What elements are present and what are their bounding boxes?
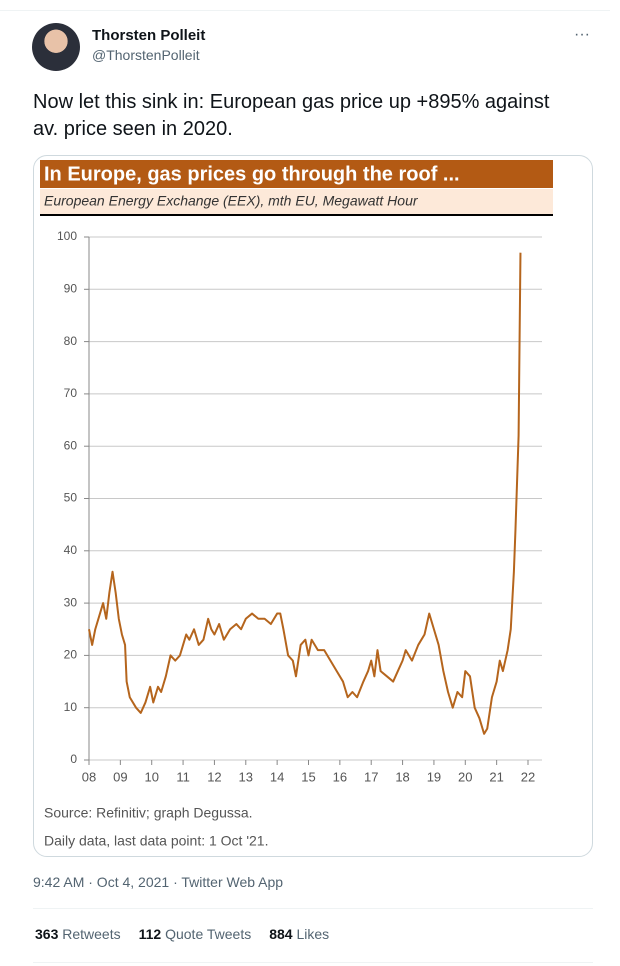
author-name[interactable]: Thorsten Polleit <box>92 27 206 44</box>
chart-subtitle: European Energy Exchange (EEX), mth EU, … <box>44 193 419 209</box>
divider <box>33 962 593 963</box>
chart-title: In Europe, gas prices go through the roo… <box>44 163 460 185</box>
x-tick-label: 22 <box>521 769 535 784</box>
y-tick-label: 70 <box>64 386 78 400</box>
stat[interactable]: 363 Retweets <box>35 926 121 942</box>
more-button[interactable]: ··· <box>574 26 590 43</box>
y-tick-label: 0 <box>70 752 77 766</box>
price-line <box>88 252 522 735</box>
y-tick-label: 90 <box>64 281 78 295</box>
tweet-text: Now let this sink in: European gas price… <box>33 91 550 140</box>
y-tick-label: 40 <box>64 543 78 557</box>
y-tick-label: 80 <box>64 334 78 348</box>
x-tick-label: 17 <box>364 769 378 784</box>
x-tick-label: 18 <box>395 769 409 784</box>
timestamp: 9:42 AM · Oct 4, 2021 · Twitter Web App <box>33 874 284 890</box>
x-tick-label: 16 <box>333 769 347 784</box>
x-tick-label: 08 <box>82 769 96 784</box>
y-tick-label: 60 <box>64 438 78 452</box>
title-bar <box>40 160 553 188</box>
chart-note: Daily data, last data point: 1 Oct '21. <box>44 833 268 849</box>
y-tick-label: 20 <box>64 648 78 662</box>
stat-label: Retweets <box>62 926 121 942</box>
x-tick-label: 10 <box>144 769 158 784</box>
x-tick-label: 14 <box>270 769 284 784</box>
x-tick-label: 19 <box>427 769 441 784</box>
stat-count: 884 <box>269 926 293 942</box>
chart-note: Source: Refinitiv; graph Degussa. <box>44 805 253 821</box>
x-tick-label: 11 <box>176 769 190 784</box>
media-card[interactable] <box>33 155 593 857</box>
stat-label: Likes <box>296 926 330 942</box>
x-tick-label: 21 <box>489 769 503 784</box>
author-handle[interactable]: @ThorstenPolleit <box>92 47 200 63</box>
stat[interactable]: 884 Likes <box>269 926 329 942</box>
y-tick-label: 10 <box>64 700 78 714</box>
stat-label: Quote Tweets <box>165 926 252 942</box>
divider <box>0 10 610 11</box>
x-tick-label: 15 <box>301 769 315 784</box>
stat[interactable]: 112 Quote Tweets <box>139 926 252 942</box>
x-tick-label: 12 <box>207 769 221 784</box>
y-tick-label: 50 <box>64 491 78 505</box>
divider <box>33 908 593 909</box>
x-tick-label: 20 <box>458 769 472 784</box>
subtitle-bar <box>40 189 553 214</box>
stats: 363 Retweets 112 Quote Tweets 884 Likes <box>35 926 329 942</box>
x-tick-label: 13 <box>239 769 253 784</box>
y-tick-label: 100 <box>57 229 77 243</box>
stat-count: 363 <box>35 926 59 942</box>
y-tick-label: 30 <box>64 595 78 609</box>
x-tick-label: 09 <box>113 769 127 784</box>
avatar[interactable] <box>32 23 80 71</box>
stat-count: 112 <box>138 926 162 942</box>
